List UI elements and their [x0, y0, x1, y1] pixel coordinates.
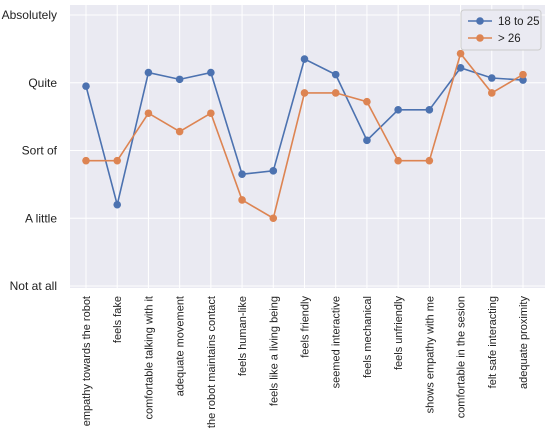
y-tick-label: Absolutely — [2, 8, 57, 22]
data-point — [300, 89, 309, 97]
series-layer — [82, 49, 527, 223]
data-point — [425, 156, 434, 165]
series-0 — [82, 55, 527, 209]
x-tick-label: empathy towards the robot — [81, 296, 93, 426]
y-tick-label: Not at all — [10, 279, 57, 293]
data-point — [394, 106, 402, 114]
data-point — [269, 214, 278, 223]
data-point — [487, 74, 496, 82]
x-tick-label: felt safe interacting — [487, 296, 499, 388]
data-point — [175, 75, 184, 84]
y-tick-label: Quite — [28, 76, 57, 90]
data-point — [207, 68, 215, 77]
data-point — [394, 156, 402, 165]
data-point — [82, 156, 90, 165]
legend-marker-1 — [476, 34, 484, 42]
data-point — [82, 82, 90, 90]
data-point — [175, 127, 184, 136]
x-tick-label: feels fake — [112, 296, 124, 343]
x-gridlines — [85, 5, 524, 288]
x-tick-labels: empathy towards the robot feels fake comfo… — [81, 296, 530, 429]
data-point — [207, 109, 215, 118]
data-point — [238, 170, 246, 179]
x-tick-label: adequate proximity — [518, 296, 530, 389]
data-point — [144, 109, 153, 118]
x-tick-label: feels friendly — [300, 296, 312, 358]
y-tick-labels: Not at all A little Sort of Quite Absolutely — [2, 8, 58, 293]
x-tick-label: the robot maintains contact — [206, 296, 218, 428]
data-point — [425, 106, 434, 114]
data-point — [269, 167, 278, 175]
y-tick-label: A little — [25, 211, 57, 225]
data-point — [456, 64, 465, 72]
x-tick-label: adequate movement — [175, 296, 187, 396]
data-point — [113, 200, 122, 209]
data-point — [238, 196, 246, 204]
x-tick-label: seemed interactive — [331, 296, 343, 388]
plot-background — [70, 5, 545, 288]
legend-label-0: 18 to 25 — [498, 16, 540, 28]
data-point — [487, 89, 496, 97]
x-tick-label: feels human-like — [237, 296, 249, 376]
data-point — [300, 55, 309, 63]
legend-label-1: > 26 — [498, 33, 521, 45]
x-tick-label: shows empathy with me — [424, 296, 436, 413]
data-point — [363, 97, 371, 106]
x-tick-label: comfortable talking with it — [143, 296, 155, 420]
data-point — [456, 49, 465, 58]
legend: 18 to 25 > 26 — [460, 9, 542, 51]
x-tick-label: comfortable in the sesion — [456, 296, 468, 418]
x-tick-label: feels mechanical — [362, 296, 374, 378]
series-1 — [82, 49, 527, 223]
y-tick-label: Sort of — [22, 144, 58, 158]
x-tick-label: feels like a living being — [268, 296, 280, 406]
data-point — [144, 68, 153, 77]
data-point — [519, 70, 527, 79]
data-point — [331, 89, 340, 97]
data-point — [113, 156, 122, 165]
x-tick-label: feels unfriendly — [393, 296, 405, 370]
legend-marker-0 — [476, 17, 484, 25]
data-point — [519, 76, 527, 84]
data-point — [363, 136, 371, 145]
data-point — [331, 70, 340, 79]
